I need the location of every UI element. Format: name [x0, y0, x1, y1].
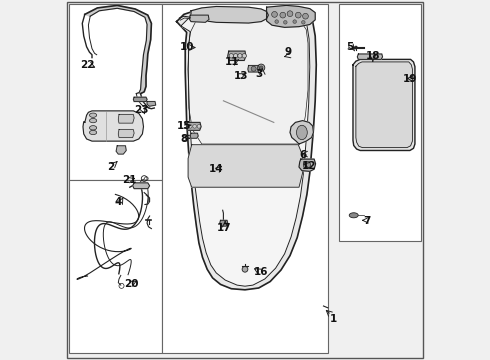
Text: 16: 16 [254, 267, 269, 277]
Circle shape [354, 46, 357, 49]
Circle shape [238, 54, 242, 58]
Text: 13: 13 [234, 71, 248, 81]
Text: 23: 23 [134, 105, 148, 115]
Polygon shape [220, 220, 228, 226]
Polygon shape [228, 51, 245, 60]
Text: 12: 12 [302, 161, 317, 171]
Text: 4: 4 [115, 197, 122, 207]
Text: 19: 19 [403, 74, 417, 84]
Polygon shape [118, 130, 134, 138]
Text: 20: 20 [123, 279, 138, 289]
Circle shape [242, 266, 248, 272]
Circle shape [303, 161, 311, 168]
Polygon shape [356, 62, 413, 148]
Circle shape [295, 12, 301, 18]
Ellipse shape [90, 113, 97, 117]
Bar [162, 4, 328, 353]
Circle shape [193, 125, 196, 128]
Polygon shape [133, 97, 147, 102]
Polygon shape [248, 66, 259, 72]
Text: 10: 10 [180, 42, 195, 52]
Bar [69, 180, 162, 353]
Polygon shape [357, 54, 383, 59]
Polygon shape [290, 121, 314, 144]
Polygon shape [85, 5, 151, 94]
Circle shape [303, 13, 308, 19]
Text: 15: 15 [176, 121, 191, 131]
Text: 3: 3 [256, 69, 263, 79]
Ellipse shape [296, 125, 307, 140]
Circle shape [280, 12, 286, 18]
Ellipse shape [349, 213, 358, 218]
Polygon shape [189, 15, 209, 22]
Circle shape [189, 125, 192, 128]
Circle shape [251, 66, 256, 71]
Polygon shape [267, 5, 315, 27]
Polygon shape [188, 18, 308, 144]
Polygon shape [353, 59, 415, 150]
Circle shape [275, 20, 278, 23]
Text: 11: 11 [225, 57, 240, 67]
Polygon shape [118, 114, 134, 123]
Text: 22: 22 [80, 60, 95, 70]
Text: 9: 9 [285, 47, 292, 57]
Polygon shape [299, 159, 316, 171]
Text: 17: 17 [217, 222, 231, 233]
Circle shape [301, 21, 305, 24]
Bar [339, 4, 421, 241]
Circle shape [284, 21, 287, 24]
Text: 6: 6 [299, 150, 306, 160]
Text: 7: 7 [364, 216, 371, 226]
Text: 14: 14 [209, 164, 223, 174]
Ellipse shape [90, 126, 97, 130]
Circle shape [197, 125, 201, 128]
Circle shape [233, 54, 238, 58]
Polygon shape [188, 145, 303, 187]
Text: 8: 8 [180, 134, 188, 144]
Polygon shape [190, 133, 198, 138]
Polygon shape [133, 183, 149, 189]
Text: 21: 21 [122, 175, 136, 185]
Circle shape [271, 12, 277, 17]
Circle shape [287, 11, 293, 17]
Text: 1: 1 [330, 314, 337, 324]
Polygon shape [116, 146, 126, 154]
Circle shape [229, 54, 233, 58]
Bar [69, 4, 162, 180]
Polygon shape [181, 16, 310, 286]
Circle shape [258, 64, 265, 71]
Polygon shape [191, 6, 269, 23]
Circle shape [293, 20, 296, 23]
Circle shape [242, 54, 246, 58]
Text: 5: 5 [346, 42, 353, 52]
Polygon shape [187, 122, 201, 130]
Ellipse shape [90, 130, 97, 135]
Text: 2: 2 [107, 162, 115, 172]
Polygon shape [147, 102, 156, 106]
Polygon shape [83, 111, 144, 141]
Circle shape [259, 66, 263, 69]
Text: 18: 18 [366, 51, 380, 61]
Polygon shape [176, 11, 316, 290]
Ellipse shape [90, 118, 97, 123]
